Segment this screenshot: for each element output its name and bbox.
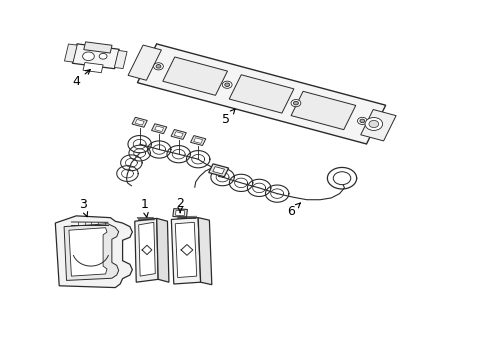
Text: 6: 6: [287, 203, 300, 218]
Circle shape: [82, 52, 94, 60]
Polygon shape: [208, 164, 228, 177]
Polygon shape: [173, 209, 187, 217]
Polygon shape: [360, 109, 395, 141]
Polygon shape: [83, 63, 103, 73]
Circle shape: [153, 63, 163, 70]
Polygon shape: [72, 44, 119, 69]
Text: 5: 5: [222, 109, 235, 126]
Circle shape: [293, 101, 298, 105]
Polygon shape: [171, 130, 186, 139]
Polygon shape: [132, 117, 147, 127]
Polygon shape: [83, 42, 112, 53]
Text: 3: 3: [79, 198, 87, 217]
Polygon shape: [55, 216, 132, 288]
Polygon shape: [128, 45, 161, 80]
Polygon shape: [137, 44, 385, 144]
Polygon shape: [139, 222, 155, 276]
Polygon shape: [64, 44, 77, 62]
Circle shape: [99, 53, 107, 59]
Text: 1: 1: [141, 198, 148, 217]
Circle shape: [332, 172, 350, 185]
Text: 2: 2: [176, 197, 183, 213]
Polygon shape: [163, 57, 227, 95]
Polygon shape: [175, 210, 184, 216]
Circle shape: [156, 64, 161, 68]
Circle shape: [224, 83, 229, 86]
Circle shape: [365, 117, 382, 130]
Circle shape: [357, 117, 366, 125]
Polygon shape: [171, 218, 200, 284]
Polygon shape: [229, 75, 293, 113]
Polygon shape: [69, 228, 107, 276]
Polygon shape: [135, 219, 158, 282]
Polygon shape: [114, 50, 127, 68]
Polygon shape: [64, 224, 119, 280]
Circle shape: [222, 81, 232, 88]
Polygon shape: [154, 126, 163, 131]
Polygon shape: [190, 136, 205, 145]
Polygon shape: [135, 120, 144, 125]
Circle shape: [359, 119, 364, 123]
Polygon shape: [212, 167, 224, 174]
Polygon shape: [290, 91, 355, 130]
Circle shape: [368, 120, 378, 127]
Polygon shape: [175, 222, 196, 278]
Polygon shape: [157, 219, 168, 282]
Circle shape: [290, 100, 300, 107]
Text: 4: 4: [72, 69, 90, 88]
Polygon shape: [151, 124, 166, 134]
Polygon shape: [174, 132, 183, 137]
Polygon shape: [193, 138, 202, 143]
Polygon shape: [198, 218, 211, 285]
